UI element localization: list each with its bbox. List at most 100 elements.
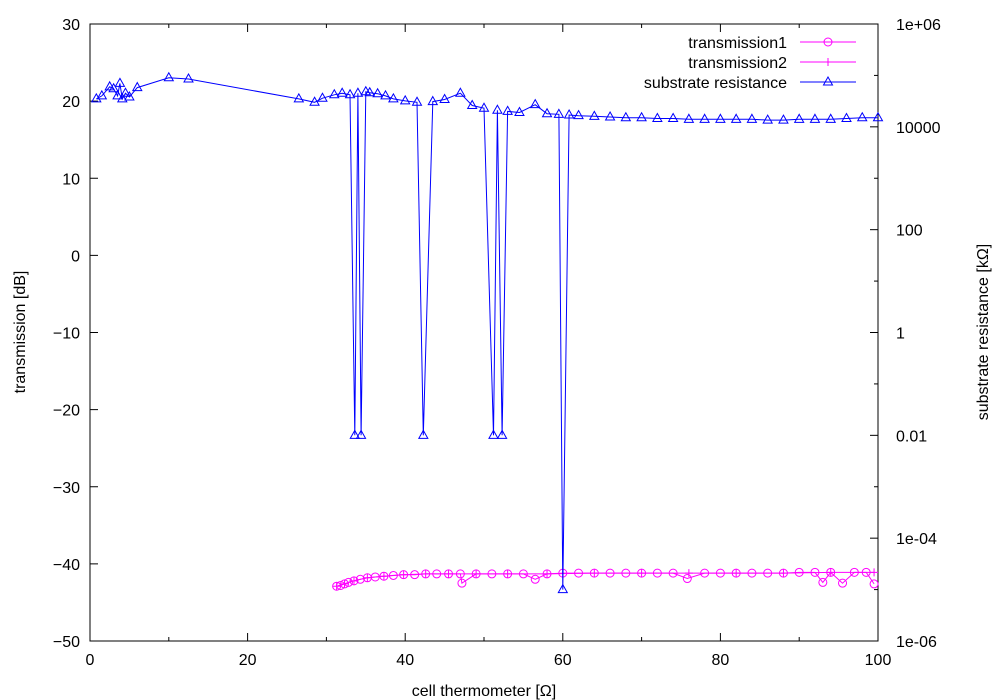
data-point <box>502 105 513 115</box>
data-point <box>856 111 868 122</box>
y-tick-label: 30 <box>62 17 80 34</box>
y-tick-label: 10 <box>62 171 80 188</box>
data-point <box>163 71 175 82</box>
series-layer <box>90 71 884 594</box>
data-point <box>779 569 788 578</box>
data-point <box>588 110 600 120</box>
data-point <box>684 569 693 578</box>
data-point <box>826 568 835 577</box>
y-tick-label: −30 <box>53 480 80 497</box>
data-point <box>349 576 358 585</box>
data-point <box>472 569 481 578</box>
data-point <box>379 572 388 581</box>
data-point <box>573 109 584 120</box>
data-point <box>841 112 852 123</box>
data-point <box>496 429 508 439</box>
data-point <box>604 111 616 121</box>
data-point <box>809 113 821 123</box>
data-point <box>869 579 879 589</box>
legend-marker <box>824 58 832 66</box>
x-tick-label: 80 <box>712 652 730 669</box>
series-substrate-resistance <box>90 71 884 594</box>
y2-tick-label: 10000 <box>896 120 941 137</box>
data-point <box>364 86 376 97</box>
data-point <box>620 111 632 122</box>
data-point <box>421 569 430 578</box>
data-point <box>455 87 466 97</box>
legend: transmission1 transmission2 substrate resi… <box>644 35 856 92</box>
y2-tick-label: 1 <box>896 326 905 343</box>
data-point <box>778 114 789 124</box>
data-point <box>388 92 399 103</box>
data-point <box>444 569 453 578</box>
data-point <box>488 429 499 439</box>
x-tick-label: 0 <box>86 652 95 669</box>
data-point <box>116 92 128 103</box>
y2-tick-label: 1e-06 <box>896 634 937 651</box>
data-point <box>355 574 365 584</box>
y-tick-label: −50 <box>53 634 80 651</box>
data-point <box>417 429 429 439</box>
data-point <box>352 87 364 97</box>
legend-label: transmission2 <box>688 55 787 72</box>
series-transmission1 <box>332 567 879 591</box>
data-point <box>120 87 131 97</box>
x-axis-label: cell thermometer [Ω] <box>412 683 556 700</box>
x-tick-label: 40 <box>396 652 414 669</box>
legend-marker <box>822 75 834 86</box>
data-point <box>652 112 663 123</box>
data-point <box>399 570 408 579</box>
legend-marker <box>823 37 833 47</box>
data-point <box>114 77 126 87</box>
data-point <box>699 113 710 123</box>
data-point <box>293 92 305 103</box>
data-point <box>309 96 320 106</box>
data-point <box>399 94 411 105</box>
data-point <box>732 569 741 578</box>
data-point <box>557 583 569 594</box>
data-point <box>870 568 879 577</box>
series-transmission2 <box>332 568 879 591</box>
x-tick-label: 100 <box>865 652 892 669</box>
data-point <box>478 102 490 112</box>
data-point <box>636 111 647 122</box>
data-point <box>590 569 599 578</box>
data-point <box>715 113 726 123</box>
data-point <box>563 108 575 119</box>
data-point <box>344 88 356 99</box>
data-point <box>762 114 774 124</box>
data-point <box>543 569 552 578</box>
data-point <box>439 93 450 104</box>
data-point <box>553 108 565 118</box>
data-point <box>336 87 348 97</box>
series-line <box>96 77 878 590</box>
data-point <box>349 429 361 439</box>
data-point <box>363 573 372 582</box>
y2-tick-label: 100 <box>896 223 923 240</box>
legend-label: transmission1 <box>688 35 787 52</box>
data-point <box>355 429 367 439</box>
data-point <box>682 574 692 584</box>
x-tick-label: 20 <box>239 652 257 669</box>
data-point <box>340 579 349 588</box>
data-point <box>793 113 805 123</box>
data-point <box>131 81 143 92</box>
data-point <box>317 92 328 102</box>
data-point <box>514 106 525 117</box>
x-tick-label: 60 <box>554 652 572 669</box>
y-axis-label: transmission [dB] <box>12 271 29 394</box>
data-point <box>541 107 553 118</box>
data-point <box>124 91 135 101</box>
data-point <box>96 89 108 100</box>
data-point <box>457 578 467 588</box>
data-point <box>90 92 102 103</box>
y-tick-label: −10 <box>53 326 80 343</box>
data-point <box>825 113 837 123</box>
y2-axis-label: substrate resistance [kΩ] <box>975 244 992 420</box>
data-point <box>427 95 439 106</box>
data-point <box>332 582 341 591</box>
data-point <box>492 104 503 114</box>
data-point <box>818 577 828 587</box>
data-point <box>637 569 646 578</box>
